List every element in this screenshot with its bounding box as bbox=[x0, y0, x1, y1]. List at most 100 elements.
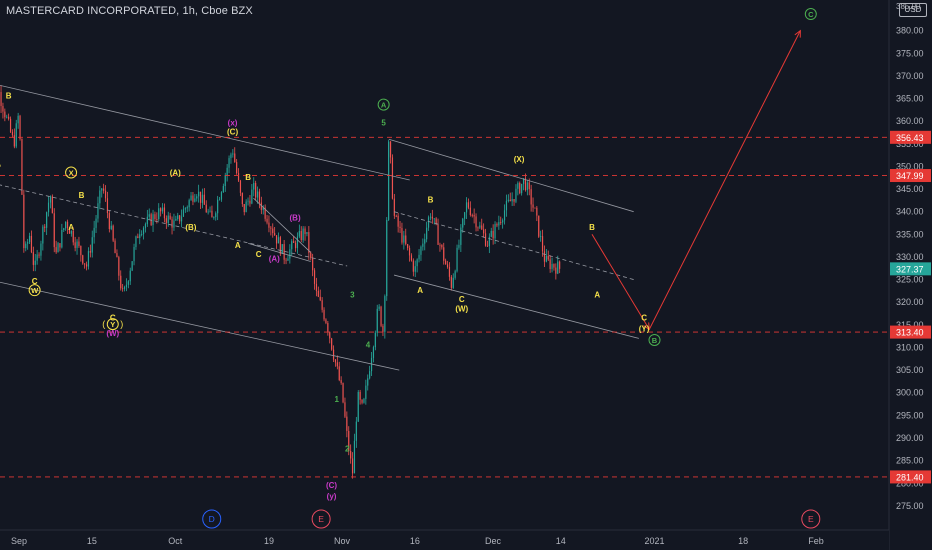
wave-label: (W) bbox=[106, 329, 119, 338]
time-tick-label: Nov bbox=[334, 536, 351, 546]
candle-body bbox=[483, 229, 485, 234]
candle-body bbox=[275, 235, 278, 244]
wave-label-circle bbox=[106, 318, 119, 331]
candle-body bbox=[370, 357, 373, 372]
candle-body bbox=[106, 198, 109, 214]
candle-body bbox=[498, 222, 500, 226]
time-tick-label: 18 bbox=[738, 536, 748, 546]
level-price-tag[interactable] bbox=[890, 130, 931, 144]
candle-body bbox=[70, 230, 72, 234]
candle-body bbox=[424, 239, 426, 244]
event-marker-circle[interactable] bbox=[311, 509, 331, 529]
event-marker-e[interactable]: E bbox=[311, 509, 331, 529]
candle-body bbox=[536, 207, 538, 216]
candle-body bbox=[198, 191, 200, 197]
wave-label: 1 bbox=[335, 395, 340, 404]
price-tick-top: 385.00 bbox=[896, 2, 921, 11]
candle-body bbox=[150, 214, 152, 226]
candle-body bbox=[426, 227, 428, 240]
candle-body bbox=[175, 219, 177, 221]
event-marker-e[interactable]: E bbox=[801, 509, 821, 529]
candle-body bbox=[146, 216, 148, 225]
candle-body bbox=[395, 215, 397, 217]
wave-label: (Y) bbox=[639, 325, 650, 334]
wave-label-paren: ) bbox=[120, 319, 123, 329]
candle-body bbox=[163, 207, 166, 219]
candle-body bbox=[340, 380, 342, 383]
candle-body bbox=[260, 202, 262, 210]
wave-label: (X) bbox=[514, 155, 525, 164]
candle-body bbox=[179, 215, 181, 222]
candle-body bbox=[448, 266, 451, 277]
wave-label-text: B bbox=[6, 92, 12, 101]
candle-body bbox=[555, 267, 557, 274]
candle-body bbox=[291, 241, 293, 250]
candle-body bbox=[559, 261, 561, 269]
wave-label: W bbox=[28, 284, 41, 297]
wave-label-text: A bbox=[0, 159, 1, 168]
time-tick-label: Oct bbox=[168, 536, 183, 546]
event-marker-circle[interactable] bbox=[202, 509, 222, 529]
candle-body bbox=[167, 215, 169, 223]
wave-label-circle bbox=[65, 166, 78, 179]
candle-body bbox=[551, 264, 553, 269]
candle-body bbox=[101, 188, 103, 191]
projection-path bbox=[591, 29, 801, 331]
candle-body bbox=[36, 254, 38, 261]
time-axis-bg[interactable] bbox=[0, 530, 889, 550]
channel-line bbox=[393, 211, 634, 280]
candle-body bbox=[277, 237, 280, 244]
wave-label-text: A bbox=[594, 291, 600, 300]
candle-body bbox=[446, 264, 449, 267]
candle-body bbox=[450, 276, 452, 288]
candle-body bbox=[184, 208, 186, 210]
candle-body bbox=[213, 217, 215, 218]
candle-body bbox=[224, 175, 226, 187]
event-marker-d[interactable]: D bbox=[202, 509, 222, 529]
candle-body bbox=[403, 235, 405, 243]
candle-body bbox=[262, 207, 264, 210]
wave-label-text: C bbox=[32, 277, 38, 286]
wave-label-text: C bbox=[459, 295, 465, 304]
event-marker-circle[interactable] bbox=[801, 509, 821, 529]
candle-body bbox=[182, 209, 185, 217]
candle-body bbox=[437, 224, 439, 245]
candle-body bbox=[502, 220, 504, 223]
candle-body bbox=[313, 270, 316, 284]
candle-body bbox=[245, 201, 247, 213]
level-price-tag[interactable] bbox=[890, 325, 931, 339]
candle-body bbox=[456, 247, 458, 272]
candle-body bbox=[68, 228, 71, 234]
candle-body bbox=[399, 226, 401, 228]
level-price-tag[interactable] bbox=[890, 470, 931, 484]
candle-body bbox=[380, 306, 382, 326]
wave-label: C bbox=[256, 250, 262, 259]
candle-body bbox=[97, 203, 99, 219]
wave-label-text: 5 bbox=[381, 119, 386, 128]
candle-body bbox=[519, 183, 521, 194]
candle-body bbox=[553, 264, 555, 268]
candle-body bbox=[540, 236, 542, 237]
currency-badge[interactable]: USD bbox=[899, 3, 927, 17]
candle-body bbox=[116, 253, 118, 258]
projection-line bbox=[591, 30, 801, 331]
candle-body bbox=[46, 212, 48, 228]
level-price-tag[interactable] bbox=[890, 169, 931, 183]
candle-body bbox=[382, 325, 384, 332]
event-marker-text: E bbox=[808, 514, 814, 524]
candle-body bbox=[11, 131, 14, 136]
candle-body bbox=[547, 255, 549, 260]
wave-label: (C) bbox=[326, 481, 337, 490]
candle-body bbox=[218, 199, 221, 201]
price-tick-label: 290.00 bbox=[896, 433, 924, 443]
candle-body bbox=[215, 213, 217, 218]
time-axis[interactable]: Sep 15 Oct 19 Nov 16 Dec 14 2021 18 Feb bbox=[0, 529, 889, 550]
wave-label: 3 bbox=[350, 291, 355, 300]
candle-body bbox=[203, 194, 205, 205]
last-price-tag[interactable] bbox=[890, 262, 931, 276]
candle-body bbox=[125, 284, 128, 287]
candle-body bbox=[490, 230, 492, 237]
price-axis[interactable]: 385.00275.00280.00285.00290.00295.00300.… bbox=[888, 0, 932, 550]
